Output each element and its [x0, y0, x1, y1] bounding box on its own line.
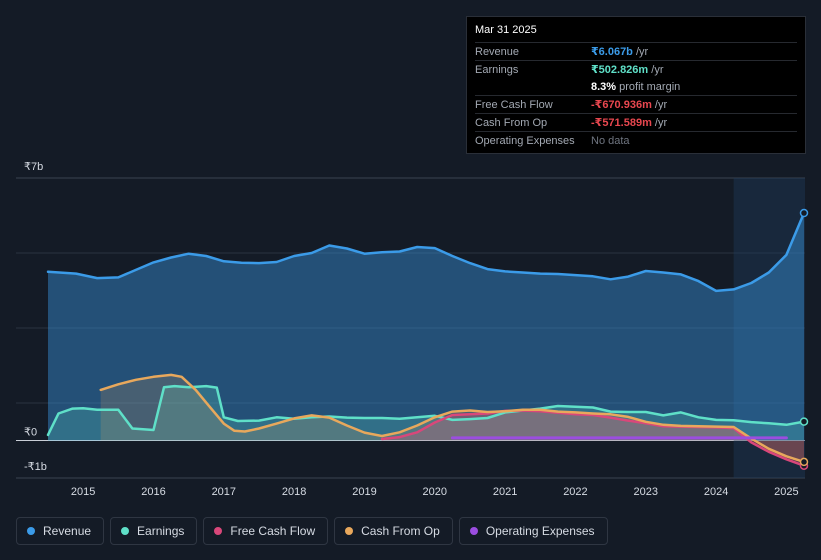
tooltip-cfo-label: Cash From Op	[475, 116, 548, 129]
y-tick-label: ₹7b	[24, 161, 43, 173]
tooltip-revenue-label: Revenue	[475, 45, 520, 58]
chart-grid	[16, 177, 805, 479]
legend-revenue-label: Revenue	[43, 524, 92, 538]
x-tick-label: 2020	[423, 486, 447, 498]
tooltip-revenue-unit: /yr	[632, 46, 649, 58]
tooltip-date: Mar 31 2025	[475, 24, 537, 36]
tooltip-row-cfo: Cash From Op -₹571.589m /yr	[475, 113, 797, 131]
tooltip-revenue-value: ₹6.067b	[591, 46, 633, 58]
legend-free-cash-flow[interactable]: Free Cash Flow	[203, 517, 329, 545]
series-line-revenue	[46, 211, 806, 293]
legend-revenue[interactable]: Revenue	[16, 517, 105, 545]
y-tick-label: -₹1b	[24, 461, 47, 473]
tooltip-fcf-value: -₹670.936m	[591, 99, 652, 111]
legend-earnings[interactable]: Earnings	[110, 517, 198, 545]
legend-earnings-label: Earnings	[137, 524, 185, 538]
series-line-earnings	[46, 384, 806, 437]
legend-cash-from-op-dot	[345, 527, 354, 535]
series-fill-cash-from-op	[100, 374, 804, 462]
forecast-highlight-region	[733, 178, 805, 478]
series-end-markers	[799, 208, 809, 470]
legend-cash-from-op[interactable]: Cash From Op	[334, 517, 453, 545]
legend-cash-from-op-label: Cash From Op	[361, 524, 440, 538]
tooltip-margin-value: 8.3%	[591, 80, 617, 93]
legend-operating-expenses-label: Operating Expenses	[485, 524, 595, 538]
x-tick-label: 2023	[634, 486, 658, 498]
y-tick-label: ₹0	[24, 427, 37, 439]
series-fill-earnings	[48, 386, 804, 441]
tooltip-cfo-cell: -₹571.589m /yr	[591, 116, 667, 129]
tooltip-margin-cell: 8.3% profit margin	[591, 81, 680, 93]
legend-operating-expenses-dot	[469, 527, 478, 535]
tooltip-cfo-unit: /yr	[651, 117, 668, 129]
tooltip-cfo-value: -₹571.589m	[591, 117, 652, 129]
tooltip-opex-label: Operating Expenses	[475, 134, 575, 147]
tooltip-fcf-unit: /yr	[651, 99, 668, 111]
data-tooltip: Mar 31 2025 Revenue ₹6.067b /yr Earnings…	[466, 16, 806, 154]
series-lines	[46, 211, 806, 467]
tooltip-earnings-value: ₹502.826m	[591, 64, 649, 76]
series-end-marker-cash-from-op	[799, 457, 809, 467]
x-tick-label: 2015	[71, 486, 95, 498]
tooltip-margin-label: profit margin	[616, 80, 681, 93]
y-axis-ticks: ₹7b ₹0 -₹1b	[24, 161, 47, 473]
tooltip-fcf-label: Free Cash Flow	[475, 98, 553, 111]
x-tick-label: 2021	[493, 486, 517, 498]
series-end-marker-earnings	[799, 417, 809, 426]
series-line-cash-from-op	[99, 373, 806, 464]
x-tick-label: 2024	[704, 486, 728, 498]
series-fill-revenue	[48, 213, 804, 441]
legend-free-cash-flow-dot	[214, 527, 223, 535]
legend-free-cash-flow-label: Free Cash Flow	[230, 524, 316, 538]
x-tick-label: 2019	[352, 486, 376, 498]
x-axis-ticks: 2015 2016 2017 2018 2019 2020 2021 2022 2023 2024…	[71, 486, 799, 498]
x-tick-label: 2016	[141, 486, 165, 498]
legend-earnings-dot	[121, 527, 130, 535]
x-tick-label: 2017	[212, 486, 236, 498]
legend-revenue-dot	[27, 527, 35, 535]
tooltip-row-revenue: Revenue ₹6.067b /yr	[475, 42, 797, 60]
tooltip-revenue-cell: ₹6.067b /yr	[591, 45, 648, 58]
tooltip-row-earnings: Earnings ₹502.826m /yr	[475, 60, 797, 78]
x-tick-label: 2018	[282, 486, 306, 498]
tooltip-row-fcf: Free Cash Flow -₹670.936m /yr	[475, 95, 797, 113]
tooltip-row-opex: Operating Expenses No data	[475, 131, 797, 149]
x-tick-label: 2022	[563, 486, 587, 498]
tooltip-row-margin: 8.3% profit margin	[475, 78, 797, 95]
tooltip-fcf-cell: -₹670.936m /yr	[591, 98, 667, 111]
legend-operating-expenses[interactable]: Operating Expenses	[458, 517, 608, 545]
chart-legend: Revenue Earnings Free Cash Flow Cash Fro…	[16, 517, 608, 545]
tooltip-earnings-cell: ₹502.826m /yr	[591, 63, 663, 76]
series-end-marker-revenue	[799, 208, 809, 218]
x-tick-label: 2025	[774, 486, 798, 498]
tooltip-earnings-unit: /yr	[648, 64, 664, 76]
tooltip-opex-value: No data	[591, 134, 630, 147]
tooltip-earnings-label: Earnings	[475, 63, 519, 76]
